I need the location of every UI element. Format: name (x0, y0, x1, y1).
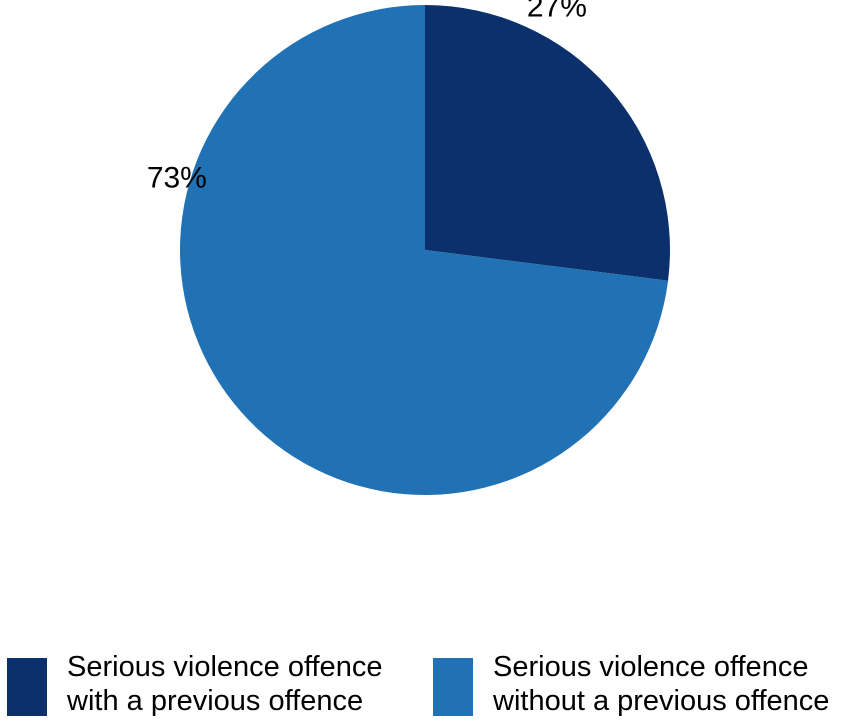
legend-label-without-previous-offence: Serious violence offence without a previ… (493, 650, 864, 718)
pie-data-label-without-previous-offence: 73% (147, 161, 207, 194)
pie-data-labels: 27% 73% (147, 0, 587, 194)
legend-label-line: Serious violence offence (493, 651, 809, 683)
legend-swatch-with-previous-offence (7, 658, 47, 716)
chart-legend: Serious violence offence with a previous… (0, 651, 864, 718)
pie-slice-without-previous-offence (179, 5, 669, 495)
legend-label-line: without a previous offence (493, 685, 830, 717)
pie-slice-with-previous-offence (425, 5, 670, 281)
pie-slices (179, 5, 670, 495)
legend-label-line: with a previous offence (67, 685, 364, 717)
legend-label-with-previous-offence: Serious violence offence with a previous… (67, 650, 447, 718)
legend-swatch-without-previous-offence (433, 658, 473, 716)
pie-data-label-with-previous-offence: 27% (527, 0, 587, 24)
legend-label-line: Serious violence offence (67, 651, 383, 683)
